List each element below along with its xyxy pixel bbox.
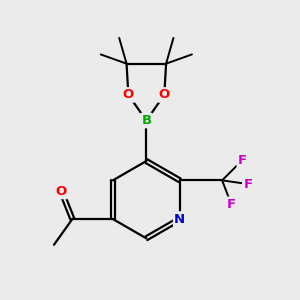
Text: O: O: [159, 88, 170, 101]
Text: F: F: [243, 178, 252, 190]
Text: O: O: [123, 88, 134, 101]
Text: F: F: [238, 154, 247, 166]
Text: N: N: [174, 212, 185, 226]
Text: B: B: [141, 114, 152, 127]
Text: F: F: [227, 198, 236, 211]
Text: O: O: [56, 185, 67, 198]
